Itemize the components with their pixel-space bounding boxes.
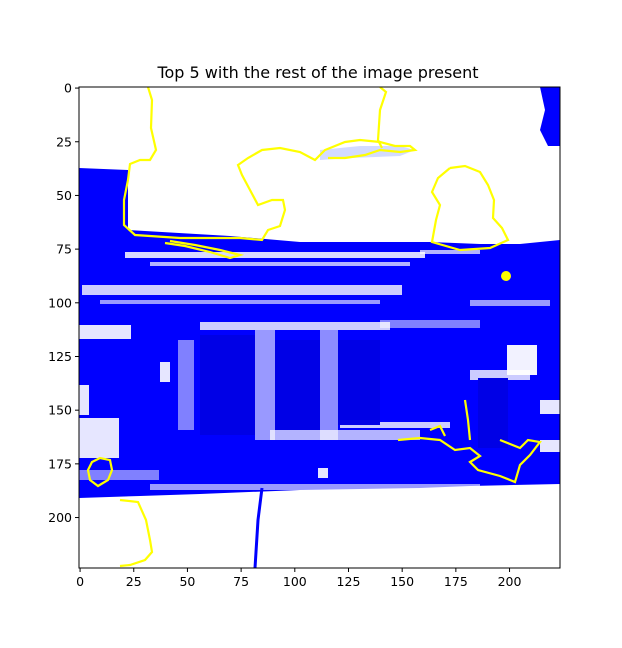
- y-tick-label: 150: [48, 403, 72, 418]
- y-tick-label: 200: [48, 510, 72, 525]
- y-tick-label: 125: [48, 349, 72, 364]
- y-tick-label: 100: [48, 295, 72, 310]
- x-tick-label: 175: [444, 574, 468, 589]
- plot-title: Top 5 with the rest of the image present: [156, 63, 478, 82]
- x-tick-label: 150: [390, 574, 414, 589]
- x-tick-label: 50: [179, 574, 195, 589]
- heatmap-image: [78, 86, 561, 569]
- contour-lines: [86, 87, 542, 568]
- y-tick-label: 0: [64, 81, 72, 96]
- image-texture: [79, 250, 560, 490]
- x-tick-label: 200: [498, 574, 522, 589]
- y-tick-label: 75: [56, 242, 72, 257]
- x-tick-label: 125: [337, 574, 361, 589]
- axes-frame: [78, 86, 561, 569]
- mask-light-smear: [320, 146, 415, 160]
- y-tick-label: 175: [48, 456, 72, 471]
- mask-region-corner: [540, 87, 560, 146]
- x-tick-label: 100: [283, 574, 307, 589]
- mask-thin-line: [253, 487, 264, 568]
- y-tick-label: 50: [56, 188, 72, 203]
- x-tick-label: 75: [233, 574, 249, 589]
- image-texture-dark: [200, 335, 508, 448]
- x-tick-label: 0: [76, 574, 84, 589]
- x-axis: 0 25 50 75 100 125 150 175 200: [76, 568, 522, 589]
- x-tick-label: 25: [126, 574, 142, 589]
- y-tick-label: 25: [56, 134, 72, 149]
- y-axis: 0 25 50 75 100 125 150 175 200: [48, 81, 79, 525]
